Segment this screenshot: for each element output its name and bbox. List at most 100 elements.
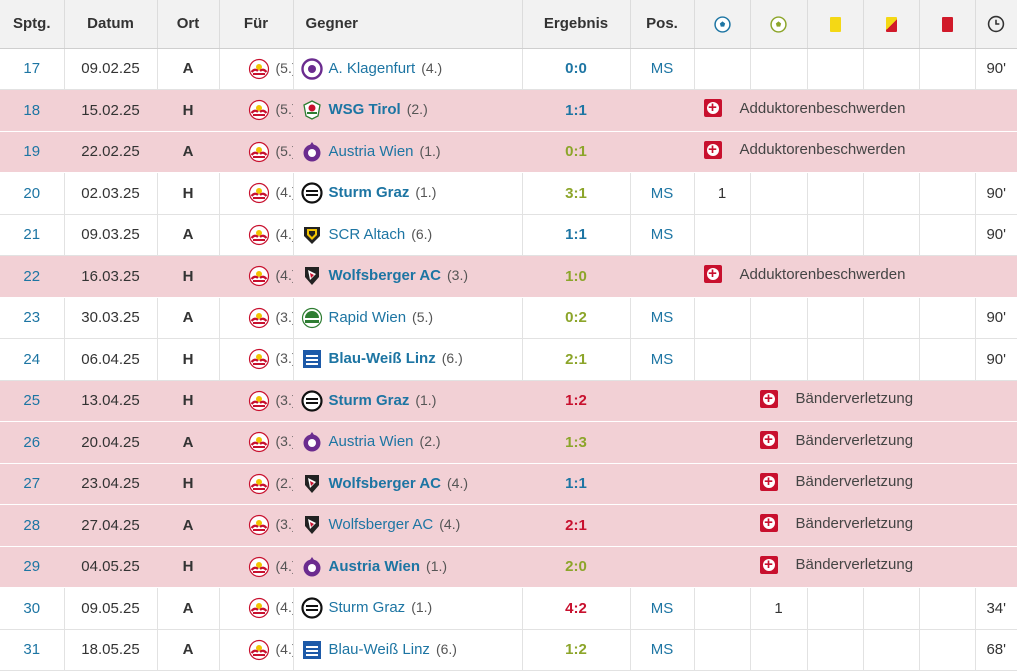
- match-result-link[interactable]: 4:2: [565, 599, 587, 617]
- matchday-link[interactable]: 17: [0, 48, 65, 90]
- salzburg-logo-icon[interactable]: [248, 100, 270, 121]
- opponent-link[interactable]: Austria Wien: [328, 557, 421, 575]
- opponent-link[interactable]: Austria Wien: [328, 433, 414, 451]
- opponent-logo-icon[interactable]: [301, 267, 323, 286]
- col-header-gegner[interactable]: Gegner: [293, 0, 523, 49]
- opponent-link[interactable]: Sturm Graz: [328, 184, 410, 202]
- salzburg-logo-icon[interactable]: [248, 639, 270, 660]
- matchday-link[interactable]: 24: [0, 338, 65, 381]
- salzburg-logo-icon[interactable]: [248, 349, 270, 370]
- salzburg-logo-icon[interactable]: [248, 58, 270, 79]
- match-result-link[interactable]: 0:1: [565, 143, 587, 161]
- matchday-link[interactable]: 29: [0, 546, 65, 588]
- position-link[interactable]: MS: [630, 297, 695, 339]
- position-link[interactable]: MS: [630, 338, 695, 381]
- opponent-logo-icon[interactable]: [301, 307, 323, 328]
- position-link[interactable]: MS: [630, 214, 695, 256]
- opponent-logo-icon[interactable]: [300, 390, 323, 412]
- opponent-logo-icon[interactable]: [300, 182, 323, 204]
- opponent-logo-icon[interactable]: [300, 58, 323, 80]
- opponent-logo-icon[interactable]: [301, 556, 323, 577]
- col-header-ort[interactable]: Ort: [157, 0, 220, 49]
- opponent-logo-icon[interactable]: [301, 100, 323, 120]
- col-header-goals[interactable]: [694, 0, 751, 49]
- col-header-yellowred[interactable]: [863, 0, 920, 49]
- match-result-link[interactable]: 1:1: [565, 101, 587, 119]
- opponent-logo-icon[interactable]: [301, 226, 323, 244]
- salzburg-logo-icon[interactable]: [248, 556, 270, 577]
- opponent-logo-icon[interactable]: [300, 597, 323, 619]
- match-result-link[interactable]: 1:1: [565, 226, 587, 244]
- match-result-link[interactable]: 1:3: [565, 433, 587, 451]
- matchday-link[interactable]: 30: [0, 587, 65, 630]
- match-result-link[interactable]: 1:2: [565, 641, 587, 659]
- col-header-pos[interactable]: Pos.: [630, 0, 695, 49]
- col-header-fuer[interactable]: Für: [219, 0, 294, 49]
- match-result-link[interactable]: 3:1: [565, 184, 587, 202]
- matchday-link[interactable]: 28: [0, 504, 65, 547]
- col-header-ergebnis[interactable]: Ergebnis: [522, 0, 631, 49]
- match-result-link[interactable]: 2:1: [565, 516, 587, 534]
- match-result-link[interactable]: 0:2: [565, 309, 587, 327]
- col-header-datum[interactable]: Datum: [64, 0, 158, 49]
- position-link[interactable]: MS: [630, 48, 695, 90]
- salzburg-logo-icon[interactable]: [248, 183, 270, 204]
- col-header-red[interactable]: [919, 0, 976, 49]
- matchday-link[interactable]: 26: [0, 421, 65, 464]
- opponent-link[interactable]: SCR Altach: [328, 225, 406, 243]
- matchday-link[interactable]: 21: [0, 214, 65, 256]
- col-header-sptg[interactable]: Sptg.: [0, 0, 65, 49]
- opponent-link[interactable]: Wolfsberger AC: [328, 267, 442, 285]
- salzburg-logo-icon[interactable]: [248, 432, 270, 453]
- opponent-logo-icon[interactable]: [301, 640, 323, 659]
- opponent-link[interactable]: Wolfsberger AC: [328, 516, 434, 534]
- opponent-link[interactable]: A. Klagenfurt: [328, 59, 416, 77]
- matchday-link[interactable]: 27: [0, 463, 65, 505]
- opponent-link[interactable]: Sturm Graz: [328, 391, 410, 409]
- salzburg-logo-icon[interactable]: [248, 598, 270, 619]
- matchday-link[interactable]: 20: [0, 172, 65, 215]
- matchday-link[interactable]: 31: [0, 629, 65, 671]
- salzburg-logo-icon[interactable]: [248, 515, 270, 536]
- match-result-link[interactable]: 1:0: [565, 267, 587, 285]
- opponent-link[interactable]: Wolfsberger AC: [328, 474, 442, 492]
- opponent-link[interactable]: Rapid Wien: [328, 308, 407, 326]
- matchday-link[interactable]: 22: [0, 255, 65, 298]
- salzburg-logo-icon[interactable]: [248, 473, 270, 494]
- opponent-logo-icon[interactable]: [301, 350, 323, 369]
- salzburg-logo-icon[interactable]: [248, 390, 270, 411]
- opponent-logo-icon[interactable]: [301, 432, 323, 452]
- opponent-link[interactable]: Sturm Graz: [328, 599, 406, 617]
- opponent-logo-icon[interactable]: [301, 516, 323, 535]
- position-link[interactable]: MS: [630, 172, 695, 215]
- position-link[interactable]: MS: [630, 629, 695, 671]
- opponent-link[interactable]: Blau-Weiß Linz: [328, 350, 436, 368]
- matchday-link[interactable]: 19: [0, 131, 65, 173]
- matchday-link[interactable]: 18: [0, 89, 65, 132]
- matchday-link[interactable]: 23: [0, 297, 65, 339]
- opponent-link[interactable]: Austria Wien: [328, 142, 414, 160]
- salzburg-logo-icon[interactable]: [248, 307, 270, 328]
- salzburg-logo-icon[interactable]: [248, 266, 270, 287]
- match-result-link[interactable]: 1:1: [565, 475, 587, 493]
- salzburg-logo-icon[interactable]: [248, 224, 270, 245]
- match-result-link[interactable]: 2:1: [565, 350, 587, 368]
- opponent-logo-icon[interactable]: [301, 141, 323, 162]
- col-header-minutes[interactable]: [975, 0, 1017, 49]
- col-header-assists[interactable]: [750, 0, 808, 49]
- match-result-link[interactable]: 2:0: [565, 558, 587, 576]
- salzburg-logo-icon[interactable]: [248, 141, 270, 162]
